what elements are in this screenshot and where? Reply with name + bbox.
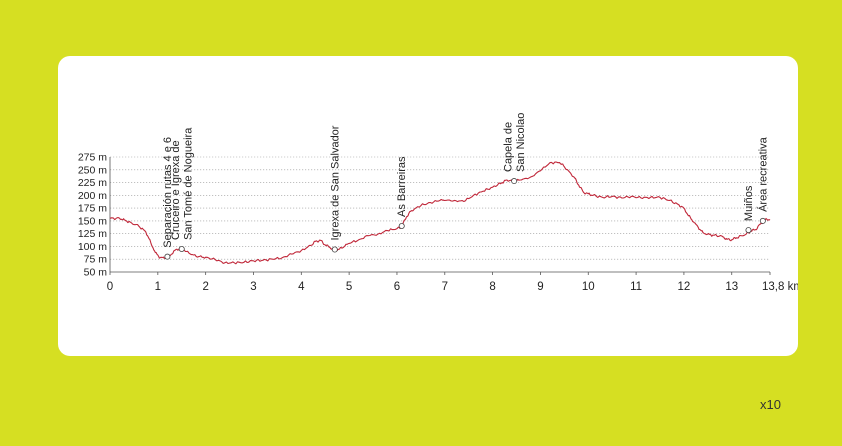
page-number: x10 xyxy=(760,397,781,412)
waypoint-label: Área recreativa xyxy=(756,136,769,211)
y-tick-label: 125 m xyxy=(78,228,107,240)
y-tick-label: 100 m xyxy=(78,241,107,253)
waypoint-marker xyxy=(759,217,766,224)
y-tick-label: 150 m xyxy=(78,215,107,227)
x-tick-label: 13 xyxy=(725,281,738,293)
waypoint-marker xyxy=(178,245,185,252)
x-tick-label: 12 xyxy=(678,281,691,293)
x-tick-label: 7 xyxy=(442,281,448,293)
x-tick-label: 3 xyxy=(250,281,256,293)
y-tick-label: 75 m xyxy=(84,254,108,266)
x-tick-label: 11 xyxy=(630,281,642,293)
elevation-profile-line xyxy=(109,161,771,265)
waypoint-marker xyxy=(398,222,405,229)
x-tick-label: 6 xyxy=(394,281,400,293)
y-tick-label: 50 m xyxy=(84,267,108,279)
waypoint-label: San Tomé de Nogueira xyxy=(183,127,195,240)
waypoint-marker xyxy=(511,178,518,185)
waypoint-label: Cruceiro e Igrexa de xyxy=(170,140,182,240)
waypoint-label: San Nicolao xyxy=(515,113,527,172)
waypoint-marker xyxy=(164,253,171,260)
waypoint-label: Capela de xyxy=(502,122,514,172)
waypoint-label: Igrexa de San Salvador xyxy=(329,125,341,240)
y-tick-label: 250 m xyxy=(78,164,107,176)
x-tick-label: 9 xyxy=(537,281,543,293)
y-tick-label: 200 m xyxy=(78,190,107,202)
waypoint-label: Separación rutas 4 e 6 xyxy=(162,137,174,248)
waypoint-marker xyxy=(331,246,338,253)
x-tick-label: 4 xyxy=(298,281,305,293)
x-tick-label: 10 xyxy=(582,281,595,293)
waypoint-label: As Barreiras xyxy=(396,156,408,217)
x-tick-label: 2 xyxy=(202,281,208,293)
x-tick-label: 13,8 km xyxy=(762,281,798,293)
x-tick-label: 1 xyxy=(155,281,161,293)
y-tick-label: 275 m xyxy=(78,152,107,164)
chart-card: 50 m 75 m 100 m 125 m 150 m 175 m 200 m 225 m 25… xyxy=(58,56,798,356)
waypoint-marker xyxy=(745,227,752,234)
x-tick-label: 5 xyxy=(346,281,352,293)
x-tick-label: 8 xyxy=(489,281,495,293)
waypoint-label: Muiños xyxy=(743,185,755,221)
y-tick-label: 175 m xyxy=(78,203,107,215)
x-tick-label: 0 xyxy=(107,281,113,293)
y-tick-label: 225 m xyxy=(78,177,107,189)
